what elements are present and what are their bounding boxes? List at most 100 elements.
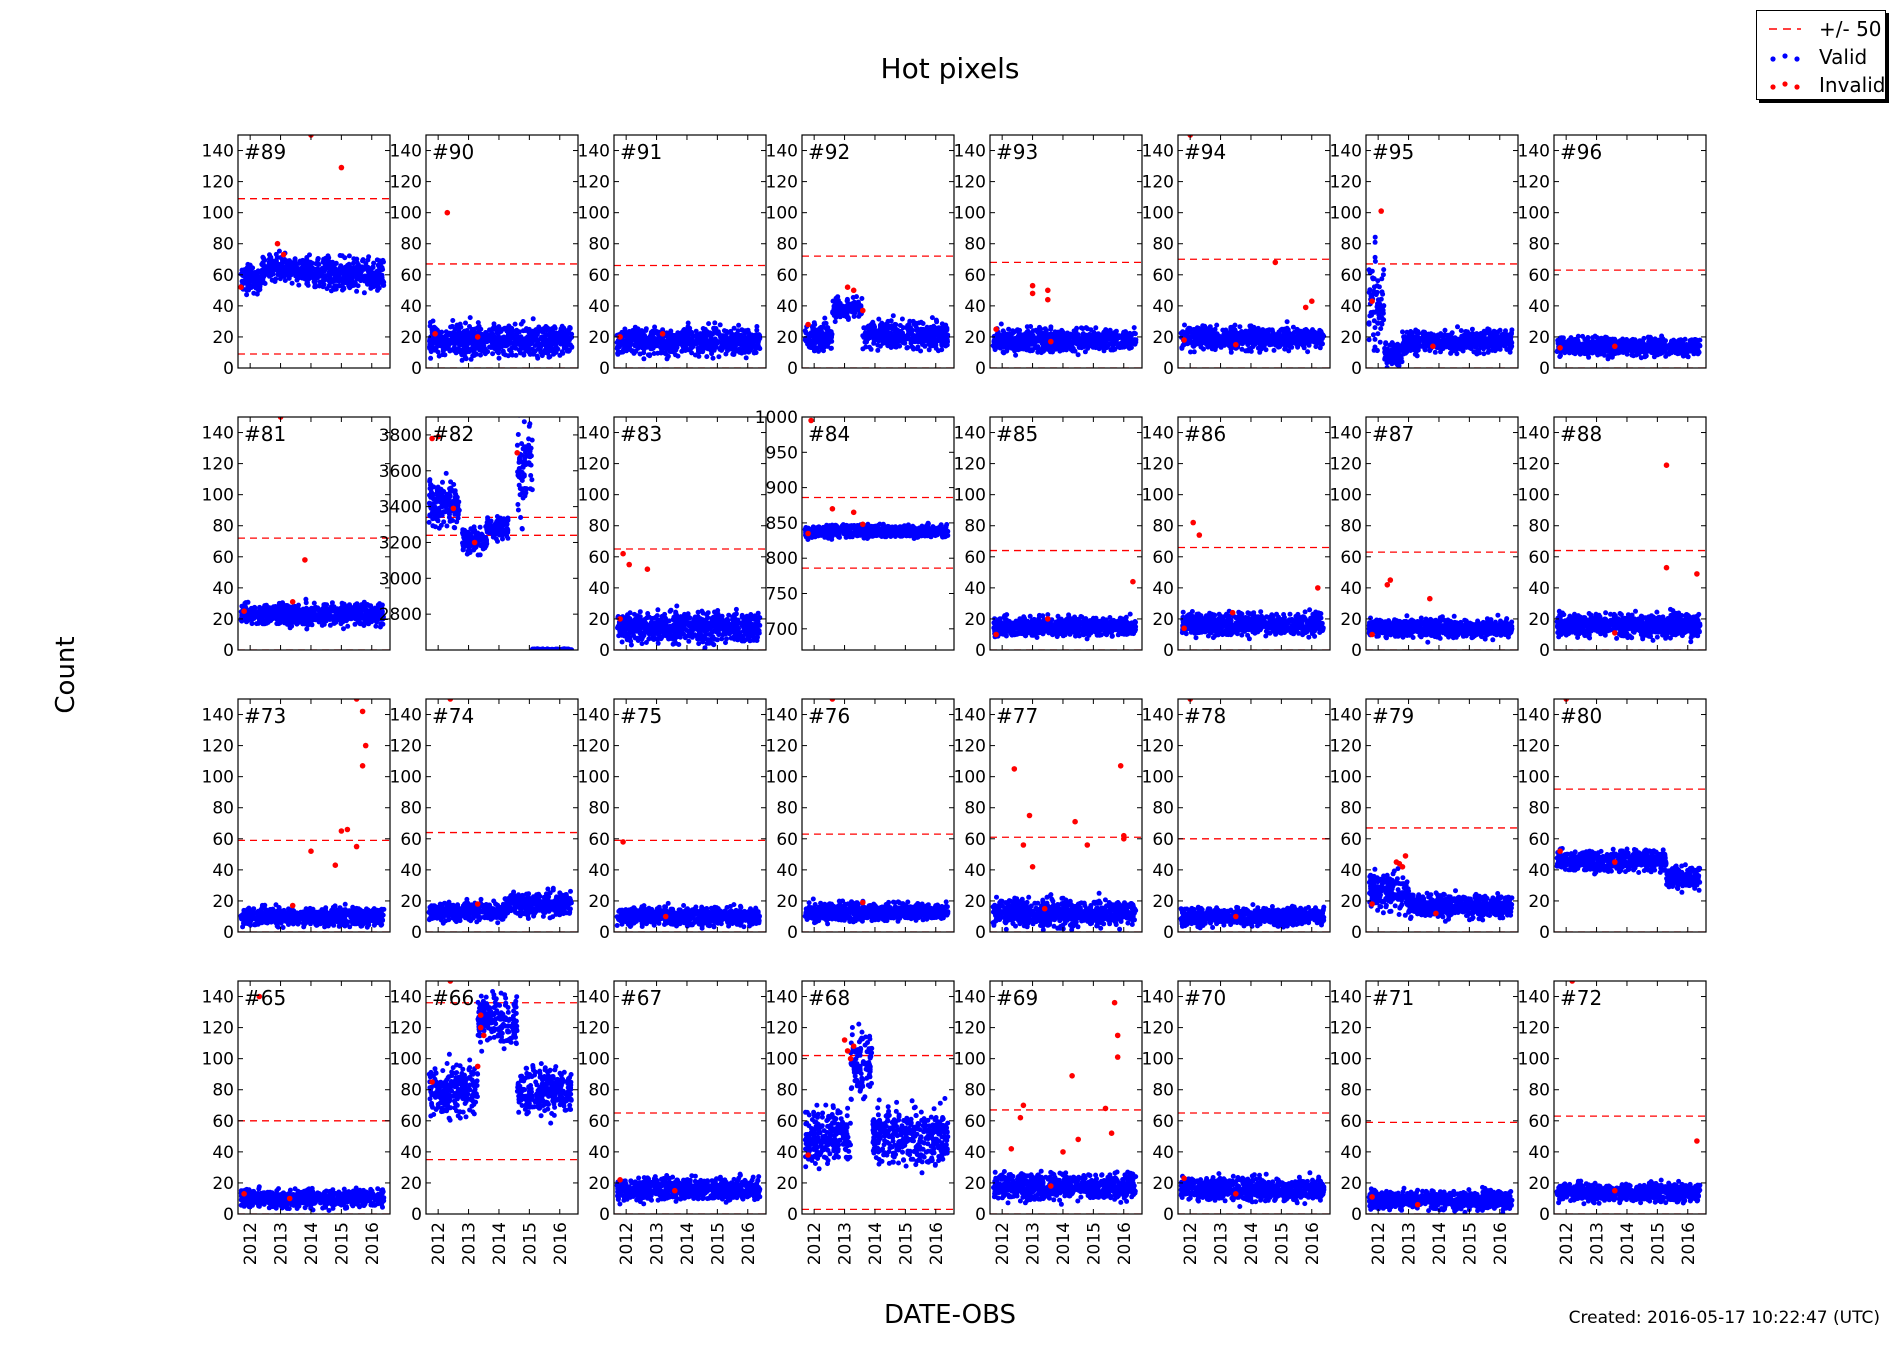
valid-point — [708, 348, 714, 353]
valid-point — [553, 349, 559, 355]
valid-point — [457, 347, 463, 353]
panel-id-label: #90 — [432, 140, 474, 164]
valid-point — [1102, 333, 1108, 339]
panel-id-label: #93 — [996, 140, 1038, 164]
valid-point — [533, 334, 539, 339]
invalid-point — [860, 307, 866, 314]
valid-point — [1048, 331, 1054, 337]
valid-point — [1042, 345, 1048, 351]
valid-point — [726, 336, 732, 342]
valid-point — [1228, 349, 1234, 355]
valid-point — [305, 282, 311, 288]
valid-point — [1372, 234, 1378, 240]
valid-point — [1377, 301, 1383, 307]
valid-point — [919, 333, 925, 339]
valid-point — [520, 319, 526, 324]
valid-point — [547, 341, 552, 347]
valid-point — [1300, 329, 1306, 335]
valid-point — [1310, 327, 1315, 333]
valid-point — [1497, 327, 1503, 333]
valid-point — [1378, 309, 1384, 315]
valid-point — [459, 334, 465, 340]
valid-point — [1305, 349, 1311, 355]
valid-point — [300, 273, 306, 279]
valid-point — [651, 351, 657, 356]
valid-point — [1013, 352, 1019, 358]
valid-point — [370, 282, 375, 288]
panel-plot-area — [1366, 208, 1518, 368]
y-tick-label: 80 — [588, 235, 610, 255]
valid-point — [657, 338, 663, 344]
y-tick-label: 60 — [964, 266, 986, 286]
valid-point — [1066, 339, 1072, 345]
valid-point — [255, 270, 261, 276]
valid-point — [1367, 270, 1373, 276]
valid-point — [470, 343, 476, 349]
valid-point — [283, 272, 289, 278]
valid-point — [326, 255, 332, 261]
valid-point — [1108, 331, 1114, 337]
valid-point — [944, 335, 950, 341]
valid-point — [1233, 335, 1238, 341]
y-tick-label: 140 — [578, 142, 610, 162]
valid-point — [1220, 327, 1226, 333]
valid-point — [481, 343, 487, 349]
valid-point — [555, 337, 561, 343]
valid-point — [1012, 348, 1018, 354]
panel-id-label: #94 — [1184, 140, 1226, 164]
valid-point — [754, 327, 760, 333]
y-tick-label: 40 — [400, 297, 422, 317]
valid-point — [363, 261, 369, 266]
valid-point — [1432, 349, 1438, 355]
valid-point — [644, 343, 650, 349]
valid-point — [544, 325, 550, 331]
valid-point — [1318, 335, 1324, 340]
valid-point — [520, 343, 526, 349]
valid-point — [708, 336, 714, 342]
valid-point — [491, 344, 497, 350]
valid-point — [1280, 327, 1286, 333]
valid-point — [1208, 332, 1214, 338]
valid-point — [887, 333, 893, 339]
valid-point — [1379, 321, 1385, 327]
valid-point — [1075, 352, 1081, 358]
valid-point — [1179, 345, 1185, 351]
valid-point — [1198, 344, 1204, 350]
valid-point — [321, 256, 327, 262]
valid-point — [1103, 327, 1109, 333]
valid-point — [634, 334, 640, 340]
valid-point — [681, 328, 687, 333]
valid-point — [1188, 349, 1193, 355]
y-tick-label: 100 — [578, 204, 610, 224]
valid-point — [451, 348, 457, 354]
valid-point — [711, 325, 717, 331]
valid-point — [277, 264, 283, 270]
valid-point — [913, 335, 919, 341]
valid-point — [1093, 342, 1099, 348]
valid-point — [825, 325, 831, 331]
valid-point — [340, 269, 346, 275]
valid-point — [1099, 342, 1105, 348]
valid-point — [1273, 333, 1279, 339]
valid-point — [510, 334, 516, 340]
valid-point — [450, 318, 456, 323]
valid-point — [811, 326, 817, 332]
valid-point — [565, 339, 571, 344]
valid-point — [1038, 332, 1044, 338]
invalid-points — [617, 331, 666, 340]
valid-point — [714, 330, 720, 336]
valid-point — [358, 278, 364, 284]
valid-point — [641, 356, 647, 362]
valid-point — [916, 339, 922, 345]
valid-point — [1189, 339, 1195, 345]
valid-point — [341, 286, 347, 292]
valid-point — [899, 316, 905, 322]
valid-point — [914, 346, 920, 352]
valid-point — [360, 257, 366, 263]
valid-point — [1378, 326, 1384, 332]
valid-point — [843, 304, 849, 309]
valid-point — [449, 323, 455, 329]
y-tick-label: 0 — [787, 359, 798, 379]
valid-point — [642, 336, 647, 342]
